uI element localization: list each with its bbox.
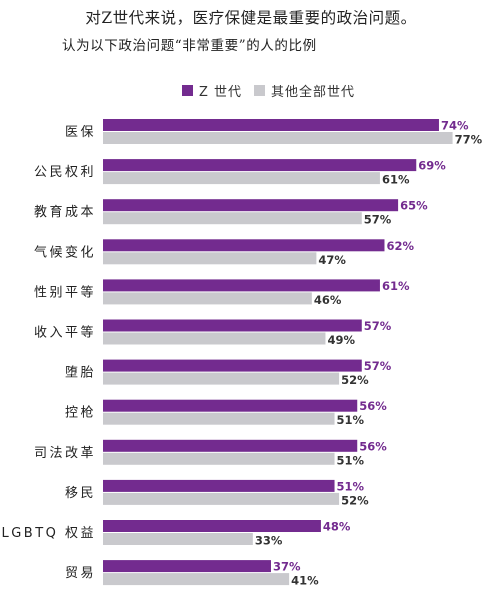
bar-others [103,573,290,586]
legend-label-others: 其他全部世代 [271,85,356,100]
bar-others [103,172,380,185]
bar-genz [103,279,380,292]
category-label: 贸易 [65,566,96,581]
value-label-others: 52% [341,493,369,507]
value-label-genz: 57% [364,319,392,333]
value-label-others: 49% [327,333,355,347]
bar-others [103,292,312,305]
value-label-genz: 56% [359,439,387,453]
value-label-others: 46% [314,293,342,307]
value-label-genz: 61% [382,279,410,293]
bar-genz [103,359,362,372]
value-label-genz: 74% [441,119,469,133]
category-label: 控枪 [65,405,96,421]
category-label: 医保 [65,125,96,140]
category-label: 性别平等 [34,284,96,300]
bar-others [103,332,326,345]
category-label: 收入平等 [34,325,96,341]
value-label-others: 51% [337,413,365,427]
bar-others [103,132,453,144]
bar-others [103,533,253,545]
bar-others [103,412,335,425]
value-label-genz: 57% [364,359,392,373]
value-label-genz: 56% [359,399,387,413]
value-label-others: 51% [337,453,365,467]
bar-genz [103,319,362,332]
bar-genz [103,239,385,252]
category-label: 堕胎 [65,365,96,381]
bar-genz [103,439,358,452]
bar-genz [103,520,321,532]
bar-others [103,492,340,505]
bar-genz [103,159,417,172]
category-label: 公民权利 [34,164,96,180]
bar-others [103,372,340,385]
value-label-others: 47% [318,253,346,267]
bar-genz [103,399,358,412]
bar-others [103,252,317,265]
value-label-others: 33% [255,534,283,548]
category-label: LGBTQ 权益 [1,525,96,541]
value-label-genz: 37% [273,560,301,574]
bar-genz [103,479,335,492]
legend: Z 世代 其他全部世代 [182,81,367,100]
bar-others [103,452,335,465]
value-label-genz: 65% [400,199,428,213]
bar-genz [103,119,439,131]
category-label: 教育成本 [34,204,96,220]
bar-others [103,212,362,225]
value-label-others: 61% [382,173,410,187]
value-label-genz: 48% [323,520,351,534]
legend-swatch-others [254,85,266,96]
bar-genz [103,560,271,573]
value-label-others: 77% [455,133,483,147]
chart-title: 对Z世代来说，医疗保健是最重要的政治问题。 [85,9,417,27]
legend-label-genz: Z 世代 [199,85,243,100]
chart-subtitle: 认为以下政治问题“非常重要”的人的比例 [62,38,317,54]
value-label-genz: 69% [418,159,446,173]
category-label: 移民 [65,486,96,501]
category-label: 司法改革 [34,446,96,461]
value-label-others: 52% [341,373,369,387]
value-label-others: 57% [364,213,392,227]
legend-swatch-genz [182,85,193,96]
value-label-genz: 51% [337,479,365,493]
bar-genz [103,199,399,212]
value-label-others: 41% [291,574,319,588]
value-label-genz: 62% [386,239,414,253]
category-label: 气候变化 [34,244,96,260]
